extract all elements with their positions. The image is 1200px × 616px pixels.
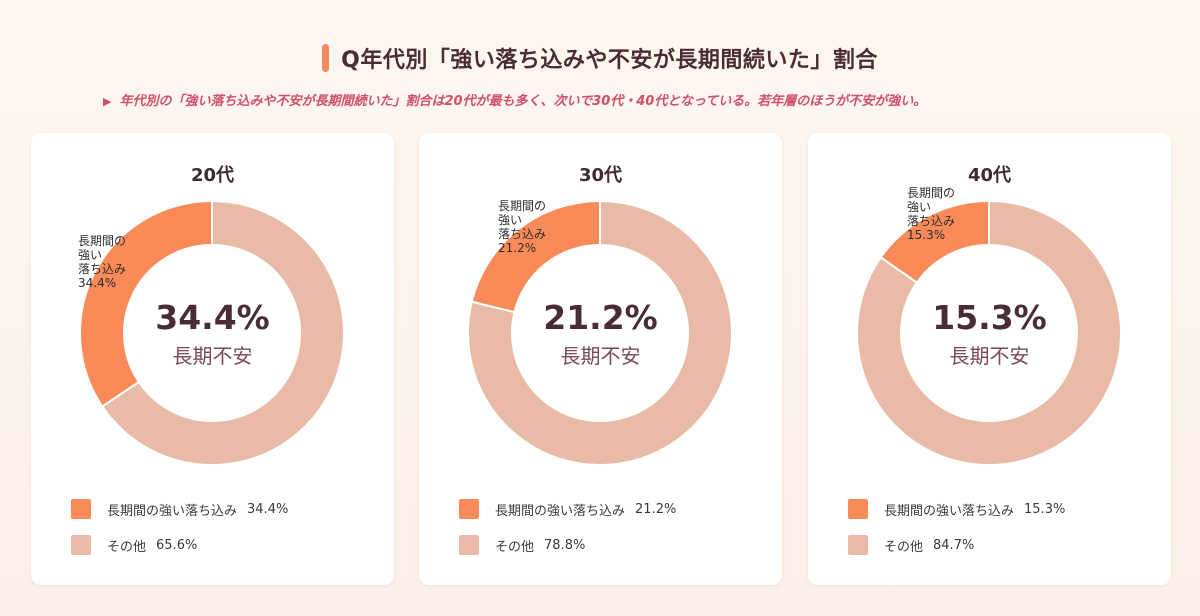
legend: 長期間の強い落ち込み 21.2% その他 78.8% [459, 499, 676, 571]
title-accent-bar [322, 44, 330, 72]
page-title: Q年代別「強い落ち込みや不安が長期間続いた」割合 [341, 48, 878, 73]
legend-item: 長期間の強い落ち込み 21.2% [459, 499, 676, 519]
donut-slice-other [467, 199, 733, 466]
legend-swatch [848, 499, 868, 519]
legend-label: その他 [495, 539, 535, 555]
legend-value: 21.2% [635, 501, 677, 517]
center-value: 34.4% [155, 298, 270, 337]
legend-item: 長期間の強い落ち込み 15.3% [848, 499, 1065, 519]
legend-value: 15.3% [1024, 501, 1066, 517]
legend-value: 84.7% [933, 537, 975, 553]
legend-label: その他 [884, 539, 924, 555]
legend-swatch [459, 535, 479, 555]
slice-label: 長期間の 強い 落ち込み 21.2% [498, 199, 547, 255]
legend-item: その他 65.6% [71, 535, 288, 555]
legend-swatch [71, 535, 91, 555]
legend-item: その他 78.8% [459, 535, 676, 555]
center-label: 長期不安 [949, 344, 1030, 368]
subtitle-text: 年代別の「強い落ち込みや不安が長期間続いた」割合は20代が最も多く、次いで30代… [119, 94, 927, 109]
chart-title: 20代 [190, 165, 235, 186]
legend: 長期間の強い落ち込み 34.4% その他 65.6% [71, 499, 288, 571]
legend-swatch [459, 499, 479, 519]
center-label: 長期不安 [172, 344, 253, 368]
center-label: 長期不安 [560, 344, 641, 368]
donut-chart [79, 199, 345, 466]
legend-item: 長期間の強い落ち込み 34.4% [71, 499, 288, 519]
donut-slice-other [856, 199, 1122, 466]
donut-slice-other [100, 199, 345, 466]
legend-value: 65.6% [156, 537, 198, 553]
chart-title: 30代 [578, 165, 623, 186]
title-wrap: Q年代別「強い落ち込みや不安が長期間続いた」割合 [322, 42, 878, 74]
donut-slice-long-term [79, 199, 213, 408]
legend-item: その他 84.7% [848, 535, 1065, 555]
legend-value: 78.8% [544, 537, 586, 553]
chart-panel-40s: 40代 15.3% 長期不安 長期間の 強い 落ち込み 15.3% 長期間の強い… [808, 133, 1171, 585]
donut-chart [467, 199, 733, 466]
triangle-right-icon: ▶ [103, 95, 112, 108]
legend-value: 34.4% [247, 501, 289, 517]
legend-swatch [71, 499, 91, 519]
header: Q年代別「強い落ち込みや不安が長期間続いた」割合 [0, 42, 1200, 76]
center-value: 21.2% [543, 298, 658, 337]
chart-title: 40代 [967, 165, 1012, 186]
chart-panel-20s: 20代 34.4% 長期不安 長期間の 強い 落ち込み 34.4% 長期間の強い… [31, 133, 394, 585]
legend-label: その他 [107, 539, 147, 555]
legend: 長期間の強い落ち込み 15.3% その他 84.7% [848, 499, 1065, 571]
slice-label: 長期間の 強い 落ち込み 34.4% [78, 234, 127, 290]
legend-label: 長期間の強い落ち込み [495, 503, 626, 519]
legend-label: 長期間の強い落ち込み [884, 503, 1015, 519]
donut-chart [856, 199, 1122, 466]
slice-label: 長期間の 強い 落ち込み 15.3% [907, 186, 956, 242]
legend-label: 長期間の強い落ち込み [107, 503, 238, 519]
subtitle: ▶ 年代別の「強い落ち込みや不安が長期間続いた」割合は20代が最も多く、次いで30… [103, 90, 926, 109]
chart-panel-30s: 30代 21.2% 長期不安 長期間の 強い 落ち込み 21.2% 長期間の強い… [419, 133, 782, 585]
center-value: 15.3% [932, 298, 1047, 337]
legend-swatch [848, 535, 868, 555]
